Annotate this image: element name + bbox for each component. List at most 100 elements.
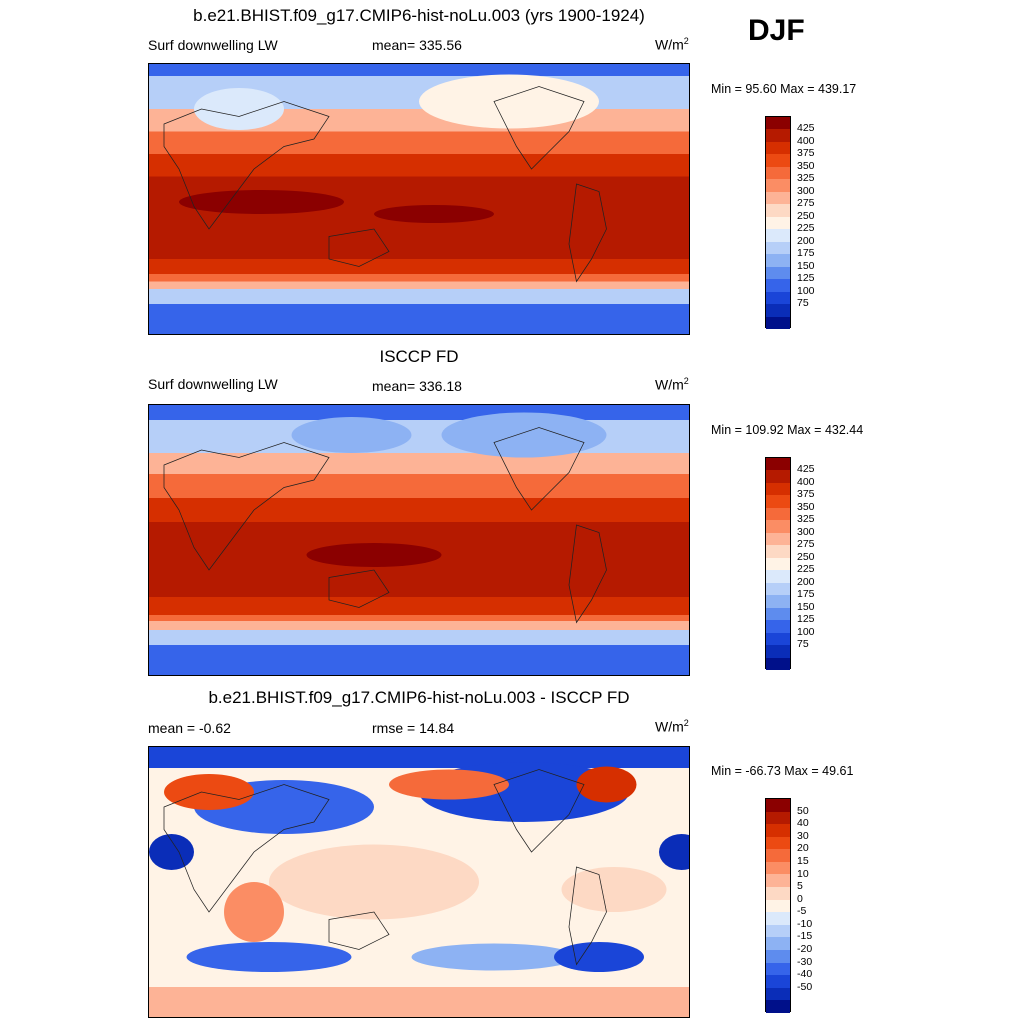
colorbar-segment [766, 620, 790, 633]
colorbar-segment [766, 229, 790, 242]
colorbar-segment [766, 874, 790, 888]
colorbar-tick-label: 40 [797, 817, 809, 830]
panel-2-mean-label: mean= 336.18 [372, 378, 462, 394]
colorbar-tick-label: 200 [797, 234, 815, 247]
panel-1-variable-label: Surf downwelling LW [148, 37, 278, 53]
colorbar-segment [766, 924, 790, 938]
colorbar-tick-label: 75 [797, 297, 809, 310]
colorbar-segment [766, 304, 790, 317]
colorbar-segment [766, 824, 790, 837]
colorbar-segment [766, 291, 790, 305]
panel-2-units: W/m2 [655, 376, 689, 393]
colorbar-segment [766, 836, 790, 850]
colorbar-tick-label: 425 [797, 122, 815, 135]
colorbar-segment [766, 458, 790, 471]
panel-3-title: b.e21.BHIST.f09_g17.CMIP6-hist-noLu.003 … [208, 688, 630, 707]
colorbar-segment [766, 141, 790, 155]
colorbar-segment [766, 254, 790, 267]
colorbar-segment [766, 595, 790, 608]
colorbar-tick-label: 200 [797, 575, 815, 588]
colorbar-segment [766, 570, 790, 583]
colorbar-segment [766, 191, 790, 205]
panel-3-units: W/m2 [655, 718, 689, 735]
colorbar-segment [766, 607, 790, 621]
panel-1-map [148, 63, 690, 335]
colorbar-segment [766, 632, 790, 646]
panel-2-title: ISCCP FD [379, 347, 459, 366]
colorbar-tick-label: 125 [797, 613, 815, 626]
colorbar-tick-label: 5 [797, 880, 803, 893]
colorbar-segment [766, 179, 790, 192]
colorbar-segment [766, 117, 790, 130]
colorbar-tick-label: 15 [797, 854, 809, 867]
panel-2-colorbar-box [765, 457, 791, 670]
colorbar-tick-label: 175 [797, 247, 815, 260]
colorbar-tick-label: 50 [797, 804, 809, 817]
panel-1-title: b.e21.BHIST.f09_g17.CMIP6-hist-noLu.003 … [193, 6, 645, 25]
colorbar-segment [766, 645, 790, 658]
panel-2-minmax: Min = 109.92 Max = 432.44 [711, 423, 864, 437]
colorbar-tick-label: 100 [797, 625, 815, 638]
colorbar-segment [766, 949, 790, 963]
panel-3-rmse-label: rmse = 14.84 [372, 720, 455, 736]
colorbar-tick-label: 325 [797, 172, 815, 185]
panel-2-map [148, 404, 690, 676]
colorbar-segment [766, 987, 790, 1001]
colorbar-segment [766, 216, 790, 230]
colorbar-segment [766, 482, 790, 496]
panel-3-map [148, 746, 690, 1018]
colorbar-tick-label: 275 [797, 538, 815, 551]
colorbar-tick-label: 20 [797, 842, 809, 855]
colorbar-tick-label: -15 [797, 930, 813, 943]
colorbar-segment [766, 1000, 790, 1013]
colorbar-tick-label: 175 [797, 588, 815, 601]
panel-1-mean-label: mean= 335.56 [372, 37, 462, 53]
panel-3-colorbar-box [765, 798, 791, 1013]
colorbar-segment [766, 520, 790, 533]
colorbar-segment [766, 849, 790, 862]
colorbar-tick-label: -20 [797, 943, 813, 956]
colorbar-tick-label: 225 [797, 222, 815, 235]
colorbar-segment [766, 962, 790, 976]
colorbar-segment [766, 204, 790, 217]
colorbar-segment [766, 937, 790, 950]
colorbar-tick-label: 10 [797, 867, 809, 880]
colorbar-tick-label: 250 [797, 550, 815, 563]
colorbar-segment [766, 279, 790, 292]
colorbar-tick-label: 400 [797, 134, 815, 147]
colorbar-segment [766, 532, 790, 546]
colorbar-tick-label: 150 [797, 600, 815, 613]
colorbar-tick-label: 125 [797, 272, 815, 285]
colorbar-tick-label: -40 [797, 968, 813, 981]
colorbar-tick-label: 30 [797, 829, 809, 842]
colorbar-tick-label: 150 [797, 259, 815, 272]
panel-1-minmax: Min = 95.60 Max = 439.17 [711, 82, 857, 96]
season-label: DJF [748, 14, 805, 47]
colorbar-segment [766, 899, 790, 913]
colorbar-tick-label: 425 [797, 463, 815, 476]
colorbar-segment [766, 657, 790, 670]
colorbar-segment [766, 129, 790, 142]
colorbar-segment [766, 507, 790, 521]
colorbar-segment [766, 861, 790, 875]
panel-1-colorbar-box [765, 116, 791, 329]
colorbar-segment [766, 811, 790, 825]
colorbar-segment [766, 545, 790, 558]
colorbar-tick-label: -5 [797, 905, 807, 918]
colorbar-tick-label: 100 [797, 284, 815, 297]
colorbar-tick-label: 75 [797, 638, 809, 651]
panel-1-units: W/m2 [655, 36, 689, 53]
colorbar-tick-label: 300 [797, 184, 815, 197]
colorbar-segment [766, 912, 790, 925]
colorbar-tick-label: -30 [797, 955, 813, 968]
colorbar-tick-label: 250 [797, 209, 815, 222]
colorbar-segment [766, 557, 790, 571]
colorbar-segment [766, 154, 790, 167]
colorbar-tick-label: 300 [797, 525, 815, 538]
colorbar-segment [766, 241, 790, 255]
colorbar-tick-label: 350 [797, 500, 815, 513]
colorbar-segment [766, 887, 790, 900]
panel-3-map-field [149, 747, 689, 1017]
colorbar-tick-label: 325 [797, 513, 815, 526]
panel-2-map-field [149, 405, 689, 675]
